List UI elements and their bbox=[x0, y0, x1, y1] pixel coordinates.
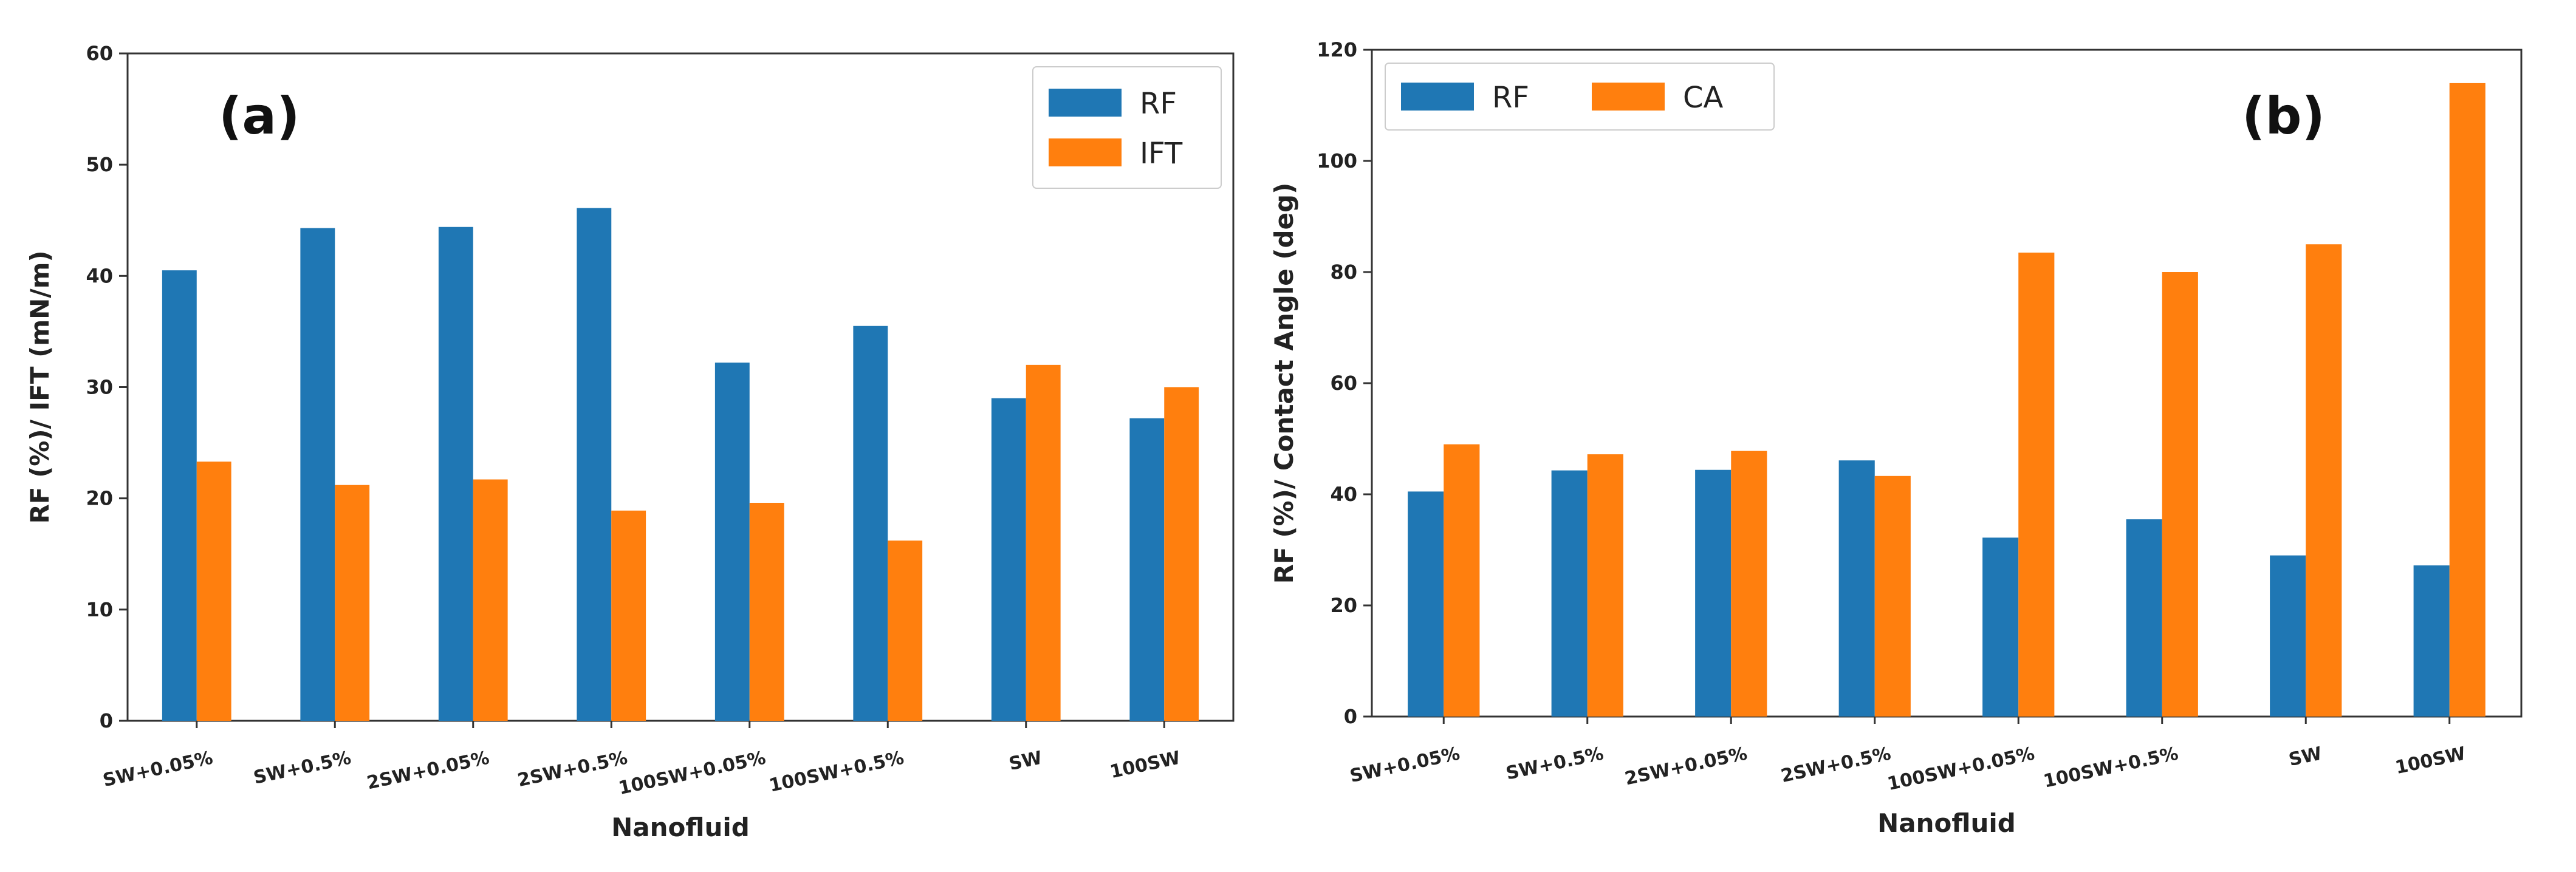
x-tick-label: SW+0.05% bbox=[1348, 743, 1462, 787]
legend-swatch-ift-a bbox=[1049, 138, 1122, 166]
bar-rf-2sw-0-05 bbox=[1695, 469, 1732, 717]
x-axis-label-b: Nanofluid bbox=[1877, 808, 2016, 838]
bar-rf-sw bbox=[2270, 555, 2306, 717]
bar-rf-100sw bbox=[2413, 565, 2450, 717]
x-tick-label: 100SW+0.05% bbox=[617, 748, 767, 799]
x-tick-label: 2SW+0.05% bbox=[365, 748, 492, 794]
bar-rf-100sw-0-5 bbox=[2126, 519, 2162, 717]
y-tick-label: 30 bbox=[86, 376, 113, 399]
legend-box-b bbox=[1385, 63, 1775, 131]
y-tick-label: 80 bbox=[1330, 261, 1357, 284]
plot-frame-b bbox=[1371, 49, 2523, 718]
bar-ca-sw-0-05 bbox=[1444, 444, 1480, 717]
bar-ift-2sw-0-05 bbox=[473, 479, 508, 721]
y-axis-a: 0 10 20 30 40 50 60 bbox=[86, 42, 128, 732]
bar-ift-2sw-0-5 bbox=[611, 510, 646, 721]
legend-label-ca-b: CA bbox=[1683, 81, 1724, 115]
bar-ift-100sw-0-05 bbox=[749, 502, 784, 721]
y-tick-label: 40 bbox=[86, 264, 113, 287]
bar-rf-100sw bbox=[1129, 418, 1165, 721]
legend-label-rf-a: RF bbox=[1140, 87, 1177, 121]
y-tick-label: 10 bbox=[86, 598, 113, 621]
bar-ift-sw bbox=[1026, 364, 1061, 721]
x-tick-label: 2SW+0.5% bbox=[516, 748, 629, 791]
bar-ca-sw bbox=[2306, 244, 2342, 717]
legend-swatch-rf-b bbox=[1401, 83, 1474, 111]
bar-rf-100sw-0-05 bbox=[714, 363, 750, 721]
y-tick-label: 60 bbox=[1330, 372, 1357, 395]
y-axis-label-b: RF (%)/ Contact Angle (deg) bbox=[1269, 183, 1299, 584]
bar-rf-2sw-0-5 bbox=[1838, 460, 1875, 717]
x-tick-label: 100SW bbox=[2393, 743, 2467, 779]
bar-rf-2sw-0-5 bbox=[577, 208, 612, 721]
y-tick-label: 60 bbox=[86, 42, 113, 65]
bar-rf-sw-0-5 bbox=[300, 228, 335, 721]
bar-ift-sw-0-05 bbox=[196, 462, 231, 721]
legend-a: RF IFT bbox=[1032, 66, 1222, 189]
legend-label-ift-a: IFT bbox=[1140, 137, 1183, 171]
y-tick-label: 20 bbox=[1330, 594, 1357, 617]
bars-a bbox=[162, 208, 1199, 721]
bar-ift-100sw-0-5 bbox=[888, 540, 923, 721]
x-axis-label-a: Nanofluid bbox=[611, 812, 750, 842]
chart-b: (b) 0 20 40 60 80 100 120 SW+0.05% SW+0.5% 2SW+0… bbox=[1269, 38, 2523, 838]
bar-ca-100sw bbox=[2449, 83, 2485, 717]
legend-swatch-rf-a bbox=[1049, 89, 1122, 117]
y-tick-label: 40 bbox=[1330, 483, 1357, 506]
x-tick-label: 100SW bbox=[1108, 748, 1182, 783]
bar-ift-100sw bbox=[1164, 387, 1199, 721]
bar-ca-2sw-0-05 bbox=[1731, 451, 1767, 717]
bar-ift-sw-0-5 bbox=[335, 485, 370, 721]
y-tick-label: 120 bbox=[1317, 38, 1357, 61]
panel-label-b: (b) bbox=[2242, 86, 2325, 146]
panel-label-a: (a) bbox=[219, 86, 300, 146]
bar-rf-2sw-0-05 bbox=[438, 227, 473, 721]
x-axis-b: SW+0.05% SW+0.5% 2SW+0.05% 2SW+0.5%100SW+0.… bbox=[1348, 717, 2467, 795]
bar-ca-100sw-0-05 bbox=[2018, 252, 2055, 717]
y-tick-label: 50 bbox=[86, 153, 113, 176]
x-tick-label: SW+0.05% bbox=[101, 748, 214, 791]
x-tick-label: 2SW+0.05% bbox=[1623, 743, 1749, 790]
bar-ca-sw-0-5 bbox=[1587, 454, 1623, 717]
legend-box-a bbox=[1032, 66, 1222, 189]
x-tick-label: 100SW+0.5% bbox=[2041, 743, 2180, 792]
y-tick-label: 0 bbox=[1344, 705, 1357, 728]
y-tick-label: 100 bbox=[1317, 149, 1357, 172]
bar-ca-2sw-0-5 bbox=[1874, 475, 1911, 717]
bars-b bbox=[1408, 83, 2485, 717]
legend-label-rf-b: RF bbox=[1492, 81, 1529, 115]
legend-swatch-ca-b bbox=[1592, 83, 1665, 111]
x-tick-label: 100SW+0.5% bbox=[767, 748, 906, 797]
bar-rf-sw-0-05 bbox=[1408, 491, 1444, 717]
x-tick-label: SW bbox=[2287, 743, 2324, 771]
x-axis-a: SW+0.05% SW+0.5% 2SW+0.05% 2SW+0.5%100SW+0.… bbox=[101, 721, 1182, 799]
bar-rf-sw bbox=[991, 398, 1026, 721]
y-axis-label-a: RF (%)/ IFT (mN/m) bbox=[25, 250, 55, 523]
chart-a: (a) 0 10 20 30 40 50 60 SW+0.05% SW+0.5% 2SW+0.0… bbox=[25, 42, 1235, 842]
x-tick-label: 2SW+0.5% bbox=[1779, 743, 1893, 787]
bar-ca-100sw-0-5 bbox=[2162, 272, 2198, 717]
y-tick-label: 20 bbox=[86, 487, 113, 510]
x-tick-label: SW+0.5% bbox=[1504, 743, 1606, 785]
bar-rf-100sw-0-05 bbox=[1982, 537, 2019, 717]
y-axis-b: 0 20 40 60 80 100 120 bbox=[1317, 38, 1372, 728]
legend-b: RF CA bbox=[1385, 63, 1775, 131]
y-tick-label: 0 bbox=[100, 709, 113, 732]
x-tick-label: SW+0.5% bbox=[252, 748, 353, 789]
bar-rf-sw-0-5 bbox=[1551, 470, 1588, 717]
bar-rf-100sw-0-5 bbox=[853, 325, 888, 721]
x-tick-label: SW bbox=[1007, 748, 1044, 775]
bar-rf-sw-0-05 bbox=[162, 270, 197, 721]
x-tick-label: 100SW+0.05% bbox=[1885, 743, 2036, 795]
